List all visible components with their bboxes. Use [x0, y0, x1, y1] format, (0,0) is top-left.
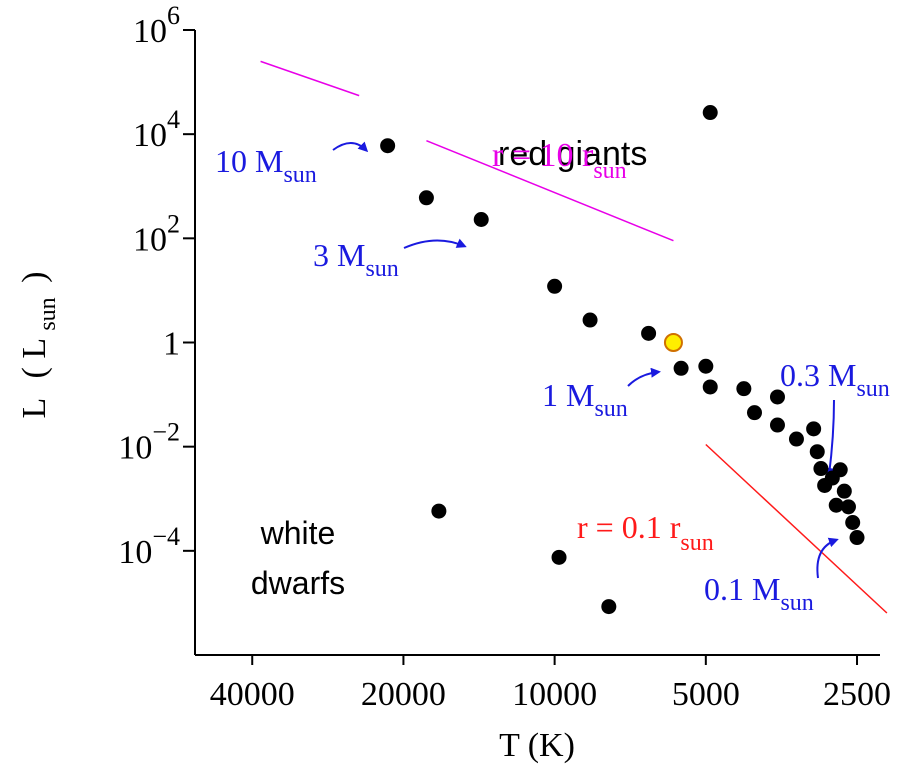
x-tick-label-3: 5000 [672, 676, 740, 713]
star-point [431, 503, 447, 519]
star-point [380, 138, 396, 154]
star-point [551, 549, 567, 565]
radius-label-0-1: r = 0.1 rsun [577, 509, 714, 556]
star-point [736, 381, 752, 397]
radius-line-1-segment-0 [705, 443, 888, 614]
x-tick-label-2: 10000 [512, 676, 597, 713]
y-axis-title: L ( L sun ) [16, 271, 63, 418]
y-tick-label-0: 106 [133, 1, 180, 50]
sun-point [663, 333, 683, 352]
star-point [473, 211, 489, 227]
radius-line-0-segment-1 [426, 139, 674, 242]
star-point [809, 444, 825, 460]
y-tick-label-3: 1 [163, 326, 180, 363]
star-point [836, 483, 852, 499]
star-point [746, 405, 762, 421]
mass-label-1: 1 Msun [542, 377, 628, 422]
star-point [828, 497, 844, 513]
star-point [641, 325, 657, 341]
star-point [582, 312, 598, 328]
svg-text:L ( L sun: L ( L sun ) [16, 271, 63, 418]
star-point [849, 530, 865, 546]
radius-label-10: r = 10 rsun [492, 137, 627, 184]
star-point [702, 105, 718, 121]
radius-label-10-main: r = 10 r [492, 137, 594, 174]
radius-line-0-segment-0 [260, 60, 360, 97]
y-axis-title-main: L [16, 399, 53, 419]
star-point [845, 514, 861, 530]
mass-label-0-3: 0.3 Msun [780, 357, 890, 402]
star-point [806, 421, 822, 437]
star-point [698, 358, 714, 374]
star-point [832, 462, 848, 478]
radius-lines [260, 60, 888, 614]
x-ticks: 40000 20000 10000 5000 2500 [210, 655, 891, 713]
x-tick-label-1: 20000 [361, 676, 446, 713]
star-point [673, 360, 689, 376]
star-point [702, 379, 718, 395]
y-tick-label-1: 104 [133, 105, 180, 154]
star-point [418, 190, 434, 206]
y-axis-title-symbol: L [16, 339, 53, 359]
mass-label-0-1: 0.1 Msun [704, 571, 814, 616]
x-axis-title: T (K) [499, 727, 575, 764]
mass-arrow-1 [627, 367, 661, 387]
radius-label-10-sub: sun [593, 158, 626, 184]
white-dwarfs-label-line2: dwarfs [251, 565, 345, 601]
star-point [840, 499, 856, 515]
x-tick-label-4: 2500 [823, 676, 891, 713]
star-point [601, 599, 617, 615]
mass-arrow-10 [332, 141, 369, 153]
mass-arrow-0-1 [816, 537, 839, 579]
star-point [788, 431, 804, 447]
radius-label-0-1-sub: sun [680, 530, 713, 556]
star-point [769, 417, 785, 433]
mass-arrow-3 [403, 238, 467, 249]
star-point [813, 461, 829, 477]
mass-arrow-0-3 [824, 399, 835, 478]
y-axis-title-close: ) [16, 271, 53, 282]
y-tick-label-5: 10−4 [118, 522, 180, 571]
y-tick-label-4: 10−2 [118, 418, 180, 467]
y-axis-title-open: ( [16, 367, 53, 378]
stars [380, 105, 865, 615]
star-point [547, 278, 563, 294]
white-dwarfs-label-line1: white [260, 515, 336, 551]
y-tick-label-2: 102 [133, 209, 180, 258]
y-ticks: 106 104 102 1 10−2 10−4 [118, 1, 195, 571]
x-tick-label-0: 40000 [210, 676, 295, 713]
mass-label-3: 3 Msun [313, 237, 399, 282]
star-point [769, 389, 785, 405]
red-giants-label: red giants [498, 135, 647, 173]
radius-label-0-1-main: r = 0.1 r [577, 509, 681, 545]
mass-label-10: 10 Msun [215, 143, 317, 188]
y-axis-title-sub: sun [35, 297, 61, 330]
